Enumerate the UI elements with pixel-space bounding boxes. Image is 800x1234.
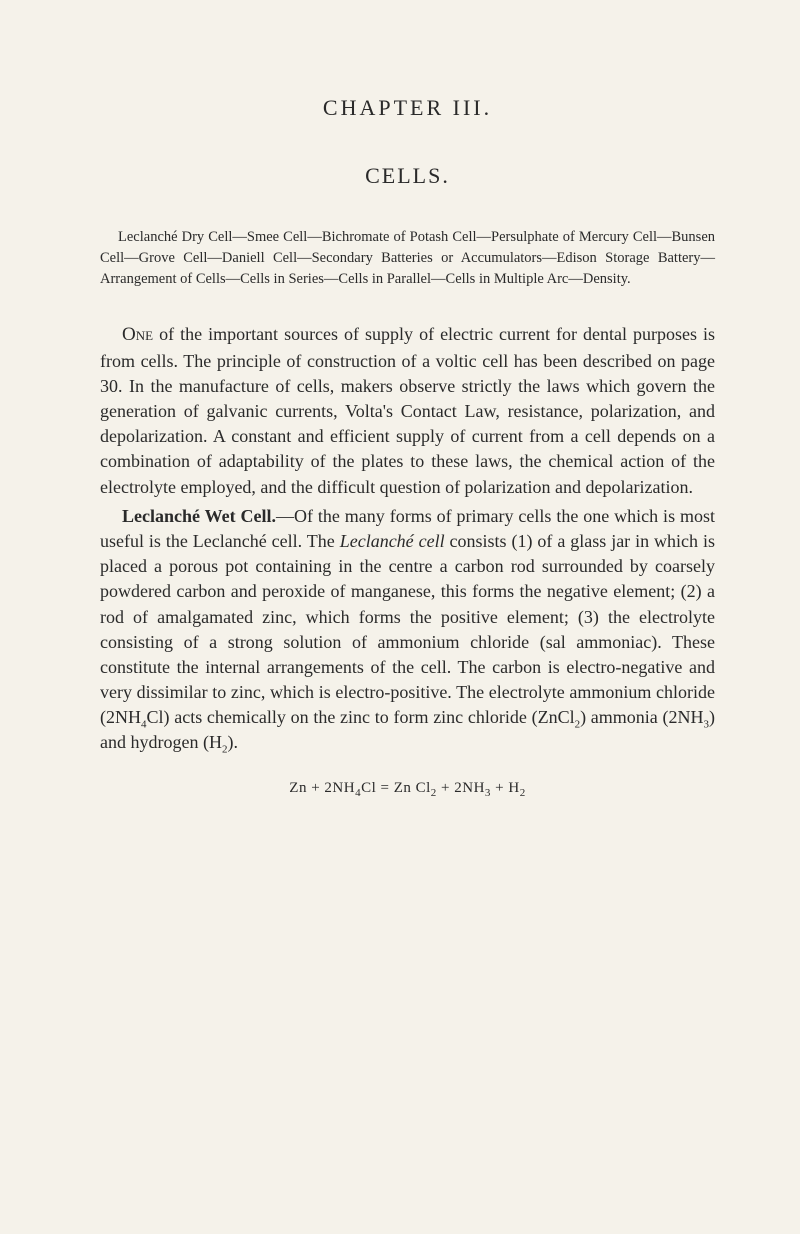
eq-sub-4: 2 [520,787,526,799]
chemical-equation: Zn + 2NH4Cl = Zn Cl2 + 2NH3 + H2 [100,780,715,797]
eq-part-3: + 2NH [437,780,485,796]
paragraph-2-text-c: Cl) acts chemically on the zinc to form … [147,707,575,727]
paragraph-2-heading: Leclanché Wet Cell. [122,506,276,526]
eq-part-2: Cl = Zn Cl [361,780,431,796]
paragraph-2-text-d: ) ammonia (2NH [580,707,703,727]
paragraph-2-text-f: ). [227,732,238,752]
chapter-abstract: Leclanché Dry Cell—Smee Cell—Bichromate … [100,227,715,290]
chapter-title: CELLS. [100,163,715,189]
paragraph-1-lead: One [122,324,153,345]
chapter-heading: CHAPTER III. [100,95,715,121]
paragraph-1-body: of the important sources of supply of el… [100,324,715,497]
paragraph-1: One of the important sources of supply o… [100,322,715,500]
paragraph-2-text-b: consists (1) of a glass jar in which is … [100,531,715,727]
eq-part-4: + H [491,780,520,796]
paragraph-2: Leclanché Wet Cell.—Of the many forms of… [100,504,715,756]
paragraph-2-italic: Leclanché cell [340,531,445,551]
eq-part-1: Zn + 2NH [289,780,355,796]
